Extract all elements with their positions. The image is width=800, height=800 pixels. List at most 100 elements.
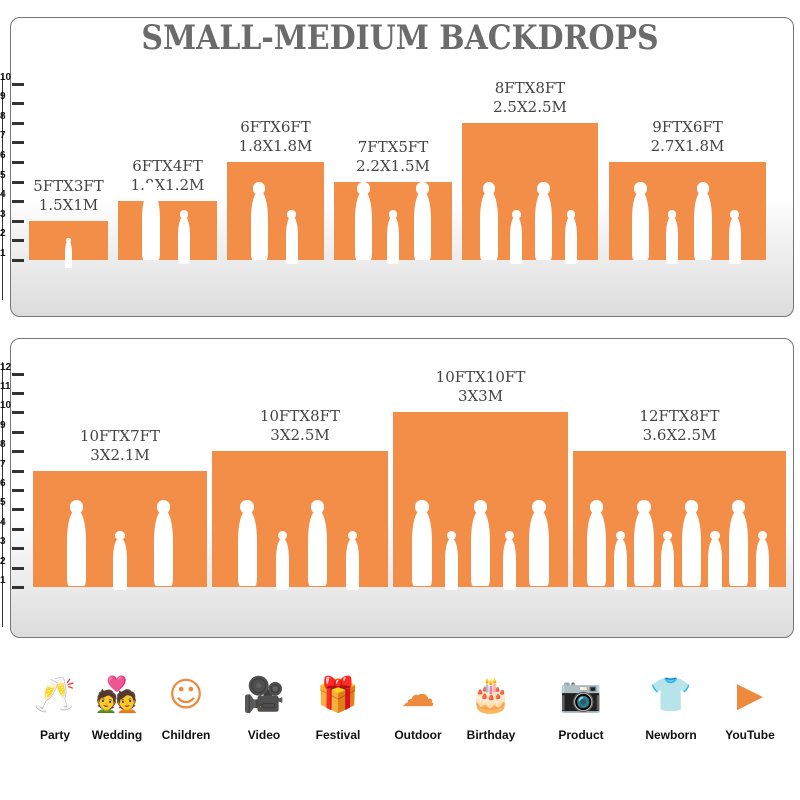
scale-tick: [12, 200, 24, 204]
person-head: [757, 531, 767, 541]
use-case-children: ☺☺ Children: [151, 668, 221, 742]
backdrop-size-label: 6FTX6FT 1.8X1.8M: [227, 118, 324, 156]
use-case-label: Children: [161, 728, 211, 742]
scale-tick-label: 2: [0, 228, 6, 240]
person-silhouette: [613, 538, 627, 590]
use-case-label: Video: [247, 728, 281, 742]
scale-tick: [12, 259, 24, 262]
scale-tick: [12, 82, 24, 86]
baby-onesie-icon: 👕: [649, 675, 693, 715]
use-case-label: Birthday: [466, 728, 516, 742]
person-head: [637, 500, 651, 514]
person-head: [505, 531, 515, 541]
backdrop-size-label: 12FTX8FT 3.6X2.5M: [573, 407, 786, 445]
person-silhouette: [413, 192, 432, 260]
person-silhouette: [412, 511, 432, 586]
scale-tick-label: 1: [0, 575, 6, 586]
size-meters: 3X2.1M: [90, 445, 150, 464]
scale-tick: [12, 239, 24, 243]
scale-tick-label: 4: [0, 516, 6, 528]
use-case-label: Product: [558, 728, 604, 742]
scale-tick-label: 7: [0, 130, 6, 142]
person-silhouette: [586, 511, 607, 586]
scale-tick: [12, 219, 24, 223]
scale-tick-label: 8: [0, 439, 6, 451]
use-case-label: Newborn: [645, 728, 697, 742]
person-silhouette: [354, 192, 373, 260]
size-meters: 2.2X1.5M: [356, 156, 430, 175]
use-case-newborn: 👕 Newborn: [636, 668, 706, 742]
person-head: [532, 500, 546, 514]
scale-tick-label: 12: [0, 361, 12, 373]
backdrop-12ftx8ft: [573, 451, 786, 587]
use-case-birthday: 🎂 Birthday: [456, 668, 526, 742]
person-head: [730, 210, 739, 219]
person-head: [663, 531, 673, 541]
scale-tick: [12, 430, 24, 434]
person-silhouette: [66, 511, 87, 586]
scale-tick: [12, 411, 24, 415]
size-feet: 5FTX3FT: [33, 176, 104, 195]
person-silhouette: [153, 511, 174, 586]
use-case-label: Festival: [315, 728, 361, 742]
scale-tick: [12, 489, 24, 492]
person-head: [253, 182, 266, 195]
person-head: [667, 210, 677, 219]
person-head: [179, 210, 189, 219]
person-head: [473, 500, 488, 514]
scale-tick-label: 10: [0, 71, 12, 83]
person-silhouette: [634, 511, 654, 586]
play-button-icon: ▶: [736, 675, 764, 715]
backdrop-size-label: 10FTX10FT 3X3M: [393, 368, 568, 406]
use-cases-row: 🥂 Party 💑 Wedding ☺☺ Children 🎥 Video 🎁 Festival ☁…: [0, 668, 800, 758]
use-case-party: 🥂 Party: [20, 668, 90, 742]
scale-tick-label: 10: [0, 400, 12, 412]
person-silhouette: [250, 192, 269, 260]
person-head: [357, 182, 370, 195]
person-silhouette: [237, 511, 257, 586]
person-silhouette: [728, 511, 749, 586]
size-feet: 12FTX8FT: [639, 407, 720, 426]
scale-tick-label: 6: [0, 478, 6, 489]
scale-tick: [12, 469, 24, 473]
scale-axis: [2, 75, 3, 300]
size-meters: 1.5X1M: [38, 195, 99, 214]
size-meters: 2.7X1.8M: [650, 137, 725, 155]
person-head: [69, 500, 84, 514]
person-head: [710, 531, 720, 541]
person-silhouette: [564, 217, 577, 264]
person-silhouette: [755, 538, 769, 590]
use-case-outdoor: ☁ Outdoor: [383, 668, 453, 742]
person-head: [566, 210, 576, 219]
use-case-label: YouTube: [725, 728, 775, 742]
scale-tick: [12, 392, 24, 395]
size-feet: 9FTX6FT: [652, 118, 723, 136]
size-feet: 10FTX10FT: [435, 368, 526, 387]
scale-tick-label: 8: [0, 110, 6, 122]
champagne-glasses-icon: 🥂: [33, 675, 77, 715]
size-feet: 8FTX8FT: [494, 78, 566, 97]
person-silhouette: [510, 217, 523, 264]
person-silhouette: [346, 538, 360, 590]
person-head: [416, 182, 429, 195]
person-silhouette: [661, 538, 675, 590]
person-head: [66, 238, 71, 243]
size-meters: 1.8X1.2M: [130, 176, 205, 195]
person-head: [115, 531, 125, 541]
person-head: [634, 182, 647, 195]
camera-icon: 📷: [559, 675, 603, 715]
person-silhouette: [708, 538, 722, 590]
scale-tick: [12, 372, 24, 376]
person-silhouette: [503, 538, 517, 590]
size-meters: 3X3M: [457, 387, 504, 406]
video-camera-icon: 🎥: [242, 675, 286, 715]
person-silhouette: [275, 538, 290, 590]
scale-tick-label: 6: [0, 150, 6, 161]
cloud-icon: ☁: [401, 675, 435, 715]
scale-tick-label: 3: [0, 536, 6, 548]
scale-tick: [12, 180, 24, 184]
person-head: [537, 182, 550, 195]
backdrop-size-label: 7FTX5FT 2.2X1.5M: [334, 138, 452, 176]
size-feet: 7FTX5FT: [357, 137, 429, 156]
backdrop-size-label: 8FTX8FT 2.5X2.5M: [462, 79, 598, 117]
